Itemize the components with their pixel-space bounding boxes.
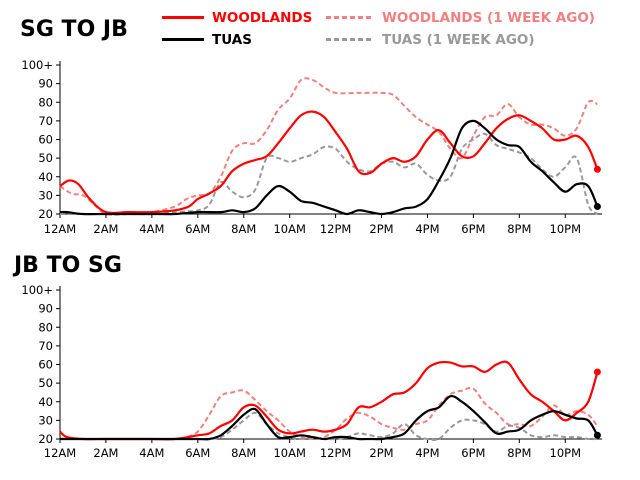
x-tick-label: 6PM: [461, 446, 485, 460]
y-tick-label: 80: [38, 320, 53, 334]
series-end-point: [593, 165, 601, 173]
series-line-woodlands-1-week-ago: [60, 386, 599, 441]
y-tick-label: 50: [38, 151, 53, 165]
x-tick-label: 12AM: [44, 222, 76, 236]
y-tick-label: 50: [38, 376, 53, 390]
legend-label: TUAS (1 WEEK AGO): [382, 32, 535, 48]
y-tick-label: 20: [38, 432, 53, 446]
x-tick-label: 2PM: [369, 446, 393, 460]
x-tick-label: 6AM: [185, 222, 210, 236]
series-line-woodlands: [59, 110, 599, 215]
x-tick-label: 10PM: [550, 446, 582, 460]
x-tick-label: 4PM: [415, 222, 439, 236]
y-tick-label: 40: [38, 395, 53, 409]
legend-label: WOODLANDS (1 WEEK AGO): [382, 10, 595, 26]
y-tick-label: 30: [38, 413, 53, 427]
y-tick-label: 70: [38, 114, 53, 128]
chart-title: JB TO SG: [12, 253, 122, 278]
legend-label: TUAS: [212, 32, 252, 48]
series-line-tuas-1-week-ago: [60, 411, 598, 441]
y-tick-label: 90: [38, 302, 53, 316]
x-tick-label: 4AM: [139, 222, 164, 236]
chart-panel-1: SG TO JB WOODLANDS WOODLANDS (1 WEEK AGO) T…: [20, 10, 602, 236]
x-tick-label: 8AM: [231, 446, 256, 460]
y-tick-label: 100+: [21, 58, 53, 72]
series-end-point: [593, 203, 601, 211]
chart-panel-2: JB TO SG 20 30 40 50 60 70 80 90 100+ 12AM 2AM 4AM 6A…: [12, 253, 602, 460]
y-tick-label: 80: [38, 95, 53, 109]
legend: WOODLANDS WOODLANDS (1 WEEK AGO) TUAS TUAS …: [162, 10, 595, 48]
y-tick-label: 70: [38, 339, 53, 353]
series-line-tuas: [60, 394, 599, 441]
x-tick-label: 8PM: [507, 222, 531, 236]
y-tick-label: 100+: [21, 283, 53, 297]
series-line-woodlands-1-week-ago: [59, 77, 598, 216]
y-tick-label: 40: [38, 170, 53, 184]
y-tick-label: 60: [38, 133, 53, 147]
x-tick-label: 2AM: [93, 446, 118, 460]
x-tick-label: 4PM: [415, 446, 439, 460]
x-tick-label: 2AM: [93, 222, 118, 236]
x-tick-label: 6PM: [461, 222, 485, 236]
series-end-point: [593, 431, 601, 439]
x-tick-label: 12PM: [320, 446, 352, 460]
x-tick-label: 10PM: [550, 222, 582, 236]
y-tick-label: 90: [38, 77, 53, 91]
x-tick-label: 10AM: [273, 222, 305, 236]
y-tick-label: 60: [38, 358, 53, 372]
x-tick-label: 6AM: [185, 446, 210, 460]
x-tick-label: 10AM: [273, 446, 305, 460]
series-line-tuas: [59, 119, 599, 216]
y-tick-label: 20: [38, 207, 53, 221]
x-tick-label: 8AM: [231, 222, 256, 236]
y-tick-label: 30: [38, 188, 53, 202]
series-line-woodlands: [59, 360, 599, 441]
series-line-tuas-1-week-ago: [60, 132, 599, 216]
x-tick-label: 8PM: [507, 446, 531, 460]
chart-title: SG TO JB: [20, 17, 128, 42]
x-tick-label: 2PM: [369, 222, 393, 236]
x-tick-label: 12PM: [320, 222, 352, 236]
x-tick-label: 4AM: [139, 446, 164, 460]
series-end-point: [593, 368, 601, 376]
legend-label: WOODLANDS: [212, 10, 312, 26]
x-tick-label: 12AM: [44, 446, 76, 460]
